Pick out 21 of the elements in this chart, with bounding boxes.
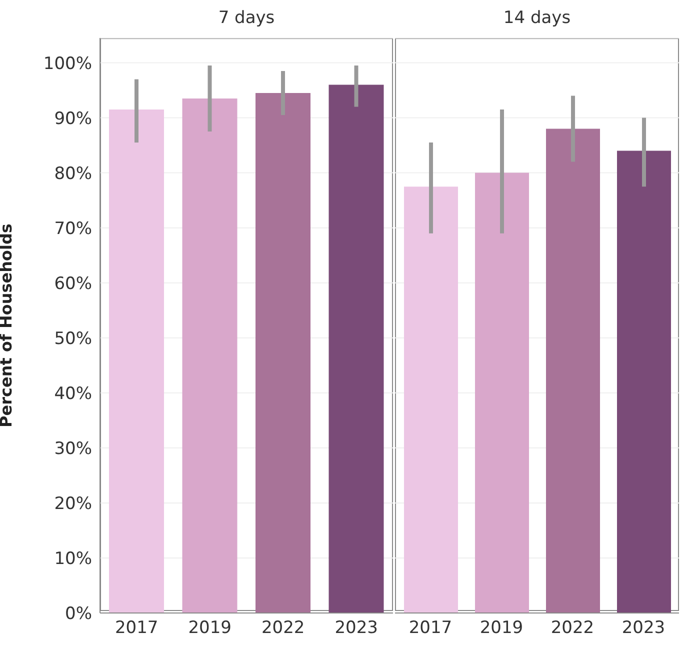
y-tick-label: 80% [54,164,92,184]
x-tick-label: 2019 [480,618,524,638]
y-tick-label: 10% [54,549,92,570]
y-tick-label: 30% [54,438,92,459]
y-tick-label: 40% [54,384,92,404]
y-tick-label: 50% [54,328,92,349]
chart-title: 7 days [217,8,276,28]
x-tick-label: 2022 [261,618,305,638]
y-tick-label: 0% [65,604,92,624]
x-tick-label: 2023 [622,618,666,638]
x-tick-label: 2022 [550,618,594,638]
x-tick-label: 2017 [114,618,158,638]
x-tick-label: 2017 [408,618,452,638]
y-tick-label: 60% [54,274,92,294]
y-tick-label: 70% [54,218,92,239]
y-tick-label: 100% [43,54,92,74]
x-tick-label: 2019 [188,618,232,638]
x-tick-label: 2023 [334,618,378,638]
y-tick-label: 90% [54,108,92,129]
chart-title: 14 days [502,8,572,28]
y-tick-label: 20% [54,494,92,514]
